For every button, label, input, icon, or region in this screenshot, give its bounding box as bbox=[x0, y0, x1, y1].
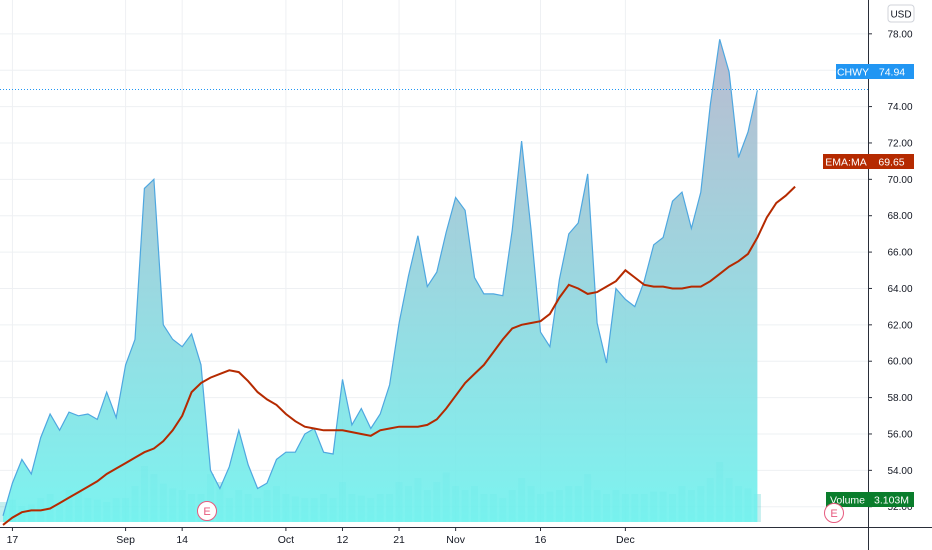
earnings-marker-sep[interactable]: E bbox=[197, 501, 217, 521]
volume-name-label: Volume bbox=[830, 495, 865, 507]
currency-badge[interactable]: USD bbox=[887, 4, 915, 23]
x-tick-label: 21 bbox=[393, 534, 405, 546]
ema-name-label: EMA:MA bbox=[825, 157, 866, 169]
y-tick-label: 78.00 bbox=[887, 29, 912, 40]
y-tick-label: 74.00 bbox=[887, 102, 912, 113]
y-tick-label: 70.00 bbox=[887, 175, 912, 186]
earnings-marker-dec[interactable]: E bbox=[824, 503, 844, 523]
earnings-icon: E bbox=[830, 508, 837, 520]
x-tick-label: 16 bbox=[535, 534, 547, 546]
y-tick-label: 56.00 bbox=[887, 429, 912, 440]
y-tick-label: 54.00 bbox=[887, 466, 912, 477]
y-tick-label: 72.00 bbox=[887, 138, 912, 149]
y-tick-label: 66.00 bbox=[887, 248, 912, 259]
y-axis-tick-labels: 52.00 54.00 56.00 58.00 60.00 62.00 64.00 66.00… bbox=[868, 29, 913, 513]
ema-value-label: 69.65 bbox=[878, 157, 904, 169]
x-tick-label: 17 bbox=[7, 534, 19, 546]
x-tick-label: Dec bbox=[616, 534, 635, 546]
x-axis-tick-labels: 17 Sep 14 Oct 12 21 Nov 16 Dec bbox=[7, 527, 635, 546]
earnings-icon: E bbox=[203, 506, 210, 518]
x-tick-label: Oct bbox=[278, 534, 294, 546]
price-area-fill bbox=[3, 39, 758, 523]
y-tick-label: 68.00 bbox=[887, 211, 912, 222]
volume-tag: Volume 3.103M bbox=[826, 492, 914, 507]
currency-label: USD bbox=[890, 10, 911, 21]
volume-value-label: 3.103M bbox=[874, 495, 909, 507]
y-tick-label: 64.00 bbox=[887, 284, 912, 295]
y-tick-label: 58.00 bbox=[887, 393, 912, 404]
x-tick-label: Nov bbox=[446, 534, 465, 546]
price-tag: CHWY 74.94 bbox=[836, 64, 914, 79]
last-price-label: 74.94 bbox=[879, 67, 905, 79]
x-tick-label: Sep bbox=[116, 534, 135, 546]
x-tick-label: 12 bbox=[337, 534, 349, 546]
ema-tag: EMA:MA 69.65 bbox=[823, 154, 914, 169]
price-series-line bbox=[2, 39, 758, 516]
symbol-label: CHWY bbox=[837, 67, 869, 79]
y-tick-label: 52.00 bbox=[887, 502, 912, 513]
volume-bar bbox=[0, 502, 7, 522]
ema-ma-line bbox=[2, 185, 796, 526]
y-tick-label: 60.00 bbox=[887, 357, 912, 368]
y-tick-label: 62.00 bbox=[887, 320, 912, 331]
x-tick-label: 14 bbox=[176, 534, 188, 546]
